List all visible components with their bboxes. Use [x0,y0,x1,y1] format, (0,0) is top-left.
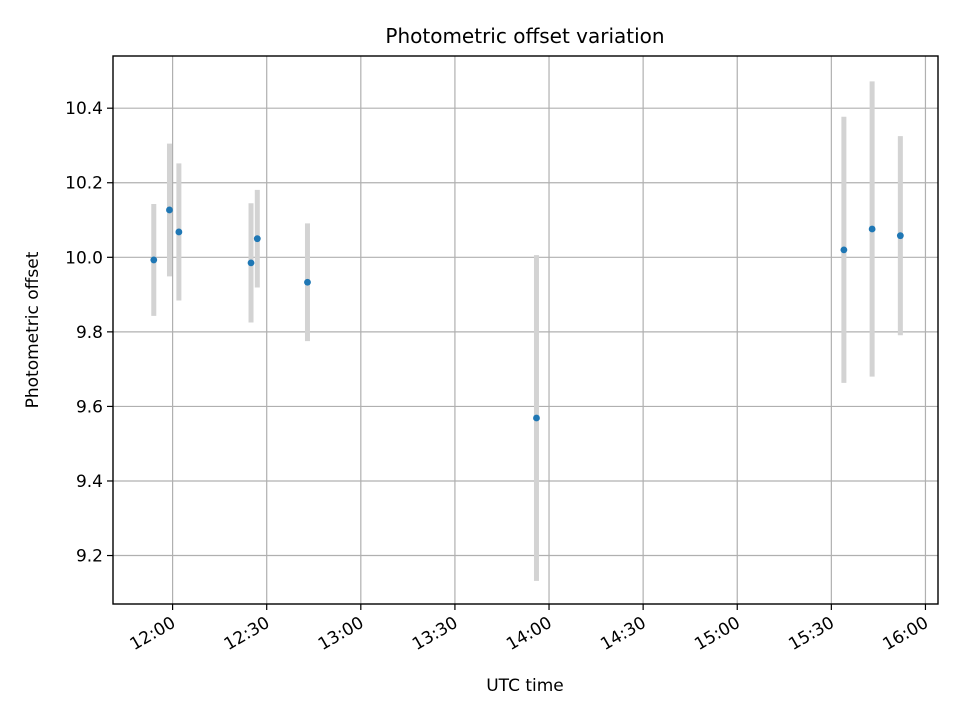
data-point [868,225,876,233]
data-point [304,278,311,286]
y-tick-label: 9.4 [76,472,103,492]
y-tick-label: 10.0 [65,248,103,268]
y-tick-label: 10.4 [65,99,103,119]
data-point [253,235,261,243]
y-tick-label: 9.8 [76,323,103,343]
data-point [533,414,540,422]
y-tick-label: 10.2 [65,174,103,194]
x-axis-title: UTC time [486,676,564,696]
y-tick-label: 9.2 [76,547,103,567]
data-point [896,232,904,240]
chart-title: Photometric offset variation [385,24,664,48]
data-point [150,256,158,264]
plot-frame [112,55,939,605]
data-point [247,259,255,267]
data-point [840,246,848,254]
data-point [175,228,183,236]
data-point [166,206,173,214]
y-tick-label: 9.6 [76,397,103,417]
y-axis-title: Photometric offset [23,251,43,408]
